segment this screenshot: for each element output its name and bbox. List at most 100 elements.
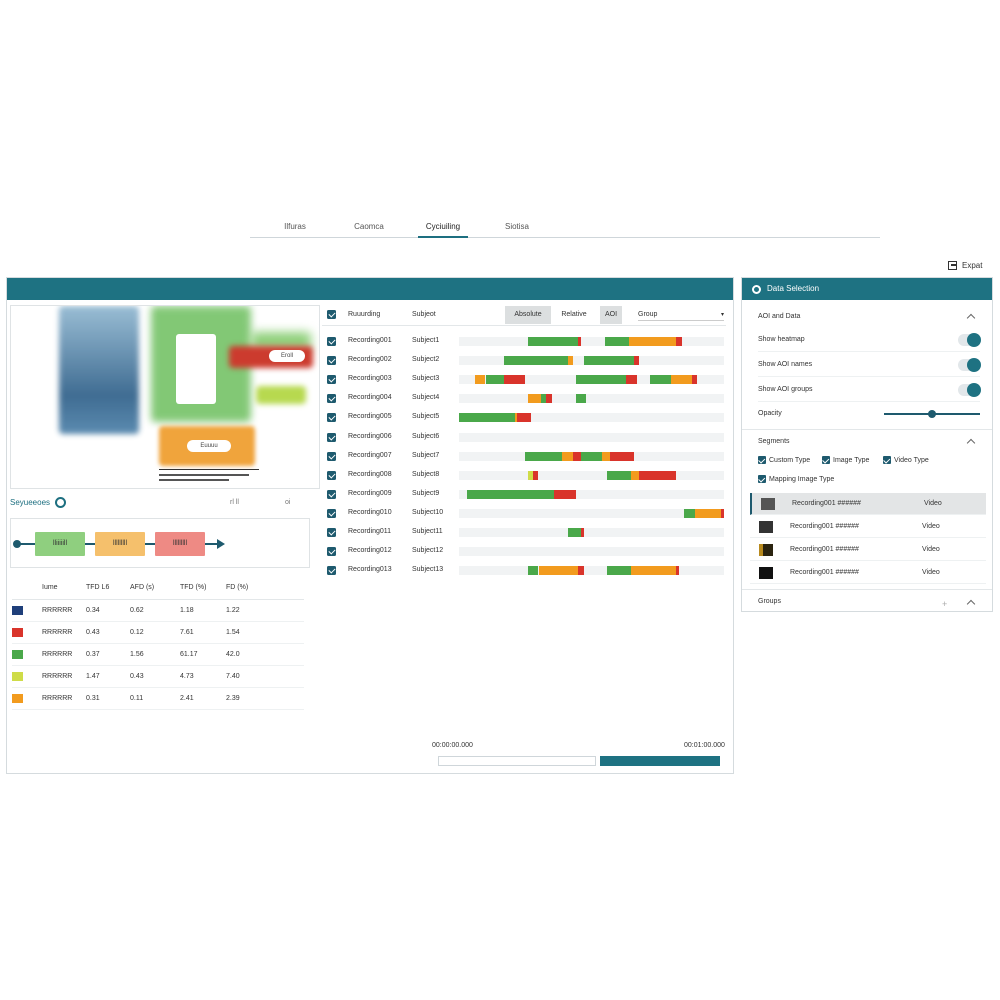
timeline-segment[interactable] [610, 451, 634, 461]
recording-checkbox[interactable] [327, 394, 336, 404]
absolute-button[interactable]: Absolute [505, 306, 551, 324]
timeline-segment[interactable] [504, 375, 526, 385]
timeline-segment[interactable] [459, 413, 515, 423]
opacity-slider-handle[interactable] [928, 410, 936, 418]
select-all-checkbox[interactable] [327, 310, 336, 319]
timeline-segment[interactable] [676, 566, 679, 576]
timeline-segment[interactable] [649, 375, 671, 385]
tab-4[interactable]: Siotisa [504, 222, 529, 231]
table-row[interactable]: RRRRRR 0.31 0.11 2.41 2.39 [12, 687, 304, 710]
timeline-segment[interactable] [578, 566, 584, 576]
groups-section-title[interactable]: Groups [758, 598, 781, 605]
timeline-segment[interactable] [607, 566, 632, 576]
recording-row[interactable]: Recording010 Subject10 [322, 504, 726, 523]
toggle-show-aoi-groups[interactable] [958, 383, 981, 397]
table-row[interactable]: RRRRRR 0.34 0.62 1.18 1.22 [12, 599, 304, 622]
recording-checkbox[interactable] [327, 470, 336, 480]
timeline-segment[interactable] [546, 394, 552, 404]
recording-row[interactable]: Recording007 Subject7 [322, 447, 726, 466]
relative-button[interactable]: Relative [561, 311, 587, 318]
timeline-segment[interactable] [692, 375, 698, 385]
timeline-segment[interactable] [567, 356, 573, 366]
recording-checkbox[interactable] [327, 508, 336, 518]
recording-checkbox[interactable] [327, 375, 336, 385]
recording-row[interactable]: Recording013 Subject13 [322, 561, 726, 580]
timeline-segment[interactable] [466, 489, 555, 499]
recording-row[interactable]: Recording003 Subject3 [322, 370, 726, 389]
timeline-segment[interactable] [607, 470, 632, 480]
timeline-segment[interactable] [583, 356, 634, 366]
timeline-segment[interactable] [694, 508, 722, 518]
recording-checkbox[interactable] [327, 356, 336, 366]
timeline-segment[interactable] [485, 375, 505, 385]
filter-custom-type[interactable]: Custom Type [758, 456, 810, 464]
timeline-segment[interactable] [538, 566, 579, 576]
chevron-up-icon[interactable] [966, 599, 976, 609]
timeline-range-handle[interactable] [600, 756, 720, 766]
recording-checkbox[interactable] [327, 566, 336, 576]
recording-checkbox[interactable] [327, 528, 336, 537]
timeline-segment[interactable] [631, 470, 640, 480]
timeline-segment[interactable] [604, 337, 629, 346]
recording-checkbox[interactable] [327, 451, 336, 461]
timeline-segment[interactable] [527, 470, 534, 480]
col-recording[interactable]: Ruuurding [348, 311, 381, 318]
add-group-icon[interactable]: + [942, 599, 948, 609]
recording-checkbox[interactable] [327, 413, 336, 423]
heatmap-preview[interactable]: Eroll Euuuu [10, 305, 320, 489]
timeline-segment[interactable] [575, 394, 587, 404]
timeline-segment[interactable] [525, 451, 563, 461]
timeline-segment[interactable] [533, 470, 539, 480]
timeline-segment[interactable] [572, 451, 581, 461]
timeline-segment[interactable] [575, 375, 626, 385]
timeline-segment[interactable] [628, 337, 677, 346]
aoi-button[interactable]: AOI [600, 306, 622, 324]
timeline-segment[interactable] [567, 528, 581, 537]
timeline-segment[interactable] [671, 375, 693, 385]
timeline-segment[interactable] [676, 337, 682, 346]
recording-row[interactable]: Recording008 Subject8 [322, 466, 726, 485]
sequences-sort-control[interactable]: rl ll [230, 499, 239, 506]
sequences-view-control[interactable]: oi [285, 499, 291, 506]
filter-video-type[interactable]: Video Type [883, 456, 929, 464]
timeline-segment[interactable] [602, 451, 611, 461]
timeline-segment[interactable] [504, 356, 568, 366]
segment-item[interactable]: Recording001 ###### Video [750, 562, 986, 584]
recording-row[interactable]: Recording004 Subject4 [322, 389, 726, 408]
timeline-segment[interactable] [527, 337, 579, 346]
timeline-segment[interactable] [625, 375, 637, 385]
timeline-segment[interactable] [639, 470, 677, 480]
toggle-show-heatmap[interactable] [958, 333, 981, 347]
chevron-up-icon[interactable] [966, 313, 976, 323]
timeline-segment[interactable] [631, 566, 677, 576]
col-subject[interactable]: Subjeot [412, 311, 436, 318]
recording-row[interactable]: Recording011 Subject11 [322, 523, 726, 542]
filter-mapping-image-type[interactable]: Mapping Image Type [758, 475, 834, 483]
timeline-segment[interactable] [562, 451, 573, 461]
timeline-segment[interactable] [527, 394, 542, 404]
timeline-segment[interactable] [527, 566, 539, 576]
timeline-segment[interactable] [578, 337, 581, 346]
timeline-segment[interactable] [474, 375, 486, 385]
timeline-segment[interactable] [541, 394, 547, 404]
table-row[interactable]: RRRRRR 0.37 1.56 61.17 42.0 [12, 643, 304, 666]
toggle-show-aoi-names[interactable] [958, 358, 981, 372]
recording-row[interactable]: Recording012 Subject12 [322, 542, 726, 561]
aoi-section-title[interactable]: AOI and Data [758, 313, 801, 320]
segments-section-title[interactable]: Segments [758, 438, 790, 445]
tab-2[interactable]: Caomca [354, 222, 384, 231]
timeline-track[interactable] [438, 756, 596, 766]
recording-row[interactable]: Recording005 Subject5 [322, 408, 726, 427]
segment-item[interactable]: Recording001 ###### Video [750, 493, 986, 515]
tab-3[interactable]: Cyciuiling [418, 216, 468, 238]
sequence-chip[interactable]: lllllllll [95, 532, 145, 556]
timeline-segment[interactable] [517, 413, 531, 423]
recording-row[interactable]: Recording002 Subject2 [322, 351, 726, 370]
filter-image-type[interactable]: Image Type [822, 456, 869, 464]
recording-checkbox[interactable] [327, 337, 336, 346]
tab-1[interactable]: Ilfuras [284, 222, 306, 231]
timeline-segment[interactable] [721, 508, 724, 518]
recording-checkbox[interactable] [327, 489, 336, 499]
timeline-segment[interactable] [633, 356, 640, 366]
group-select[interactable]: Group ▾ [638, 311, 724, 321]
